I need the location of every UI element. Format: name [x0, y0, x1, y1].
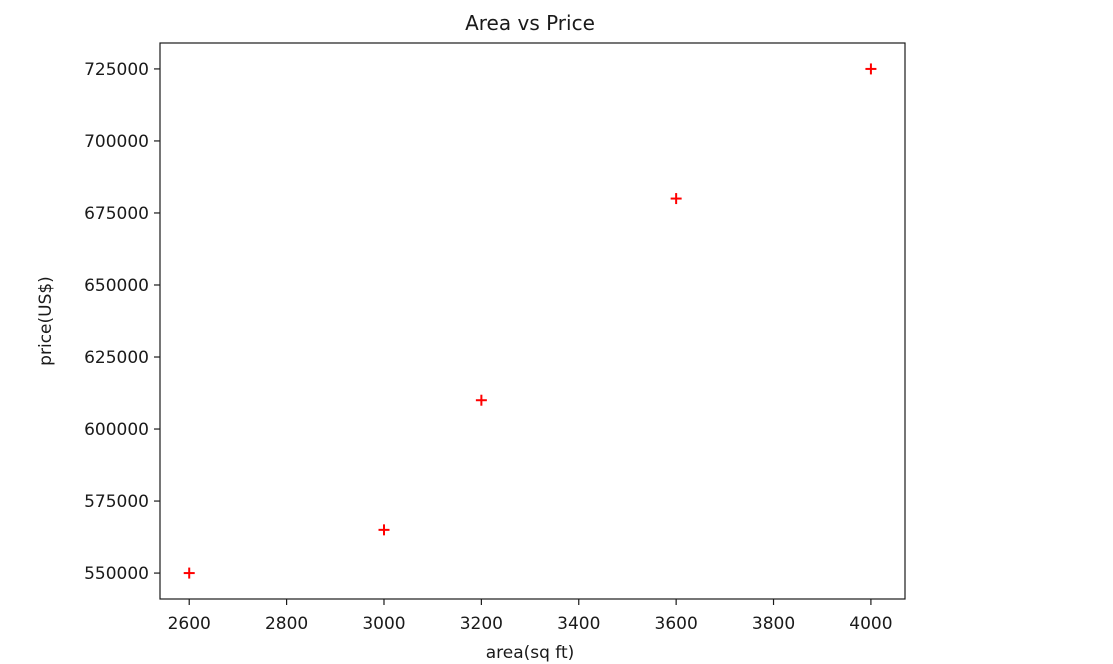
plot-area-frame	[159, 42, 906, 600]
y-tick-label: 700000	[84, 132, 149, 152]
y-axis-label: price(US$)	[36, 276, 56, 366]
x-tick-label: 3000	[362, 614, 405, 634]
x-tick-label: 2600	[168, 614, 211, 634]
data-point	[670, 193, 682, 205]
data-point	[475, 394, 487, 406]
y-tick-label: 675000	[84, 204, 149, 224]
data-point	[183, 567, 195, 579]
x-axis: 2600 2800 3000 3200 3400 3600 3800 4000	[168, 599, 893, 634]
x-tick-label: 3600	[655, 614, 698, 634]
x-axis-label: area(sq ft)	[486, 643, 575, 663]
data-point	[378, 524, 390, 536]
chart-title: Area vs Price	[465, 11, 595, 35]
x-tick-label: 3400	[557, 614, 600, 634]
x-tick-label: 2800	[265, 614, 308, 634]
data-points	[183, 63, 877, 579]
y-tick-label: 550000	[84, 564, 149, 584]
y-tick-label: 725000	[84, 60, 149, 80]
y-tick-label: 650000	[84, 276, 149, 296]
x-tick-label: 3200	[460, 614, 503, 634]
x-tick-label: 3800	[752, 614, 795, 634]
x-tick-label: 4000	[849, 614, 892, 634]
data-point	[865, 63, 877, 75]
y-tick-label: 575000	[84, 492, 149, 512]
y-axis: 550000 575000 600000 625000 650000 675000 7000…	[84, 60, 160, 584]
y-tick-label: 625000	[84, 348, 149, 368]
y-tick-label: 600000	[84, 420, 149, 440]
